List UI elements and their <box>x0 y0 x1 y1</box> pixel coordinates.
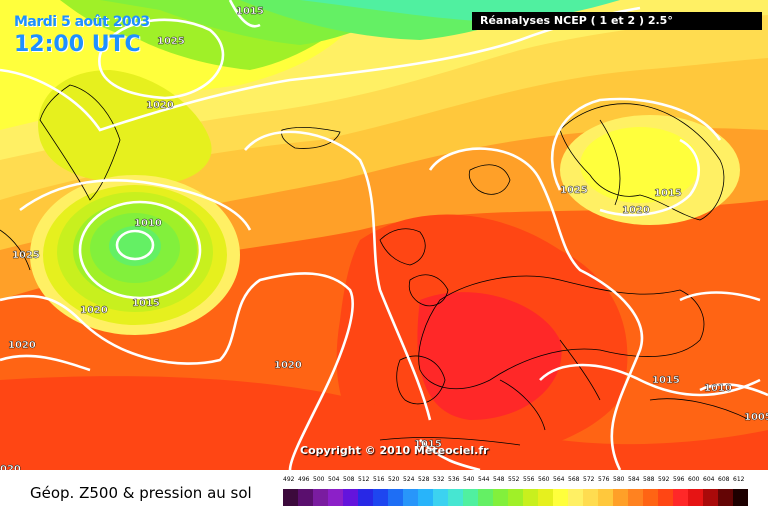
scale-tick-label: 492 <box>283 476 295 483</box>
scale-tick-label: 564 <box>553 476 565 483</box>
isobar-label: 1020 <box>274 360 302 371</box>
scale-tick-label: 576 <box>598 476 610 483</box>
scale-tick-label: 592 <box>658 476 670 483</box>
scale-swatch <box>703 489 718 506</box>
scale-swatch <box>613 489 628 506</box>
scale-swatch <box>463 489 478 506</box>
isobar-lines <box>0 0 768 470</box>
scale-swatch <box>583 489 598 506</box>
isobar-label: 1025 <box>157 36 185 47</box>
isobar-label: 1015 <box>414 439 442 450</box>
scale-swatch <box>328 489 343 506</box>
weather-map: 1015 1025 1020 1010 1015 1020 1025 1020 … <box>0 0 768 470</box>
scale-swatch <box>283 489 298 506</box>
scale-tick-label: 528 <box>418 476 430 483</box>
scale-swatch <box>298 489 313 506</box>
scale-tick-label: 568 <box>568 476 580 483</box>
isobar-label: 1025 <box>560 185 588 196</box>
scale-tick-label: 588 <box>643 476 655 483</box>
scale-swatch <box>373 489 388 506</box>
scale-tick-label: 516 <box>373 476 385 483</box>
scale-tick-label: 508 <box>343 476 355 483</box>
scale-tick-label: 532 <box>433 476 445 483</box>
scale-swatch <box>538 489 553 506</box>
scale-swatches <box>283 489 753 506</box>
scale-tick-label: 580 <box>613 476 625 483</box>
isobar-label: 1020 <box>146 100 174 111</box>
scale-tick-label: 500 <box>313 476 325 483</box>
isobar-label: 1010 <box>704 383 732 394</box>
scale-tick-label: 548 <box>493 476 505 483</box>
scale-ticks: 492 496 500 504 508 512 516 520 524 528 532 536 540 5… <box>283 476 753 486</box>
scale-tick-label: 608 <box>718 476 730 483</box>
scale-tick-label: 596 <box>673 476 685 483</box>
legend-title: Géop. Z500 & pression au sol <box>30 484 252 502</box>
scale-swatch <box>448 489 463 506</box>
date-label: Mardi 5 août 2003 <box>14 14 150 30</box>
scale-tick-label: 552 <box>508 476 520 483</box>
isobar-label: 1015 <box>654 188 682 199</box>
source-label: Réanalyses NCEP ( 1 et 2 ) 2.5° <box>472 12 762 30</box>
scale-swatch <box>658 489 673 506</box>
scale-tick-label: 520 <box>388 476 400 483</box>
scale-swatch <box>433 489 448 506</box>
scale-tick-label: 512 <box>358 476 370 483</box>
isobar-label: 1015 <box>236 6 264 17</box>
scale-tick-label: 572 <box>583 476 595 483</box>
scale-swatch <box>403 489 418 506</box>
scale-swatch <box>733 489 748 506</box>
scale-swatch <box>478 489 493 506</box>
scale-swatch <box>493 489 508 506</box>
geopotential-field: 1015 1025 1020 1010 1015 1020 1025 1020 … <box>0 0 768 470</box>
scale-swatch <box>523 489 538 506</box>
scale-swatch <box>718 489 733 506</box>
scale-swatch <box>643 489 658 506</box>
scale-tick-label: 604 <box>703 476 715 483</box>
scale-swatch <box>508 489 523 506</box>
copyright-label: Copyright © 2010 Meteociel.fr <box>300 444 489 457</box>
scale-swatch <box>688 489 703 506</box>
coastlines <box>0 84 751 446</box>
scale-tick-label: 504 <box>328 476 340 483</box>
isobar-label: 1010 <box>134 218 162 229</box>
scale-tick-label: 612 <box>733 476 745 483</box>
scale-tick-label: 584 <box>628 476 640 483</box>
scale-swatch <box>388 489 403 506</box>
legend-footer: Géop. Z500 & pression au sol 492 496 500 50… <box>0 470 768 512</box>
isobar-label: 1005 <box>744 412 768 423</box>
scale-tick-label: 560 <box>538 476 550 483</box>
scale-tick-label: 540 <box>463 476 475 483</box>
scale-swatch <box>598 489 613 506</box>
scale-tick-label: 544 <box>478 476 490 483</box>
isobar-label: 1015 <box>652 375 680 386</box>
scale-swatch <box>313 489 328 506</box>
scale-swatch <box>568 489 583 506</box>
scale-swatch <box>418 489 433 506</box>
isobar-label: 020 <box>0 464 21 470</box>
scale-tick-label: 556 <box>523 476 535 483</box>
isobar-labels: 1015 1025 1020 1010 1015 1020 1025 1020 … <box>0 6 768 470</box>
scale-tick-label: 496 <box>298 476 310 483</box>
scale-swatch <box>673 489 688 506</box>
scale-swatch <box>358 489 373 506</box>
scale-swatch <box>343 489 358 506</box>
scale-tick-label: 536 <box>448 476 460 483</box>
scale-swatch <box>628 489 643 506</box>
scale-tick-label: 524 <box>403 476 415 483</box>
scale-tick-label: 600 <box>688 476 700 483</box>
time-label: 12:00 UTC <box>14 32 141 57</box>
isobar-label: 1020 <box>80 305 108 316</box>
isobar-label: 1020 <box>622 205 650 216</box>
isobar-label: 1025 <box>12 250 40 261</box>
color-scale: 492 496 500 504 508 512 516 520 524 528 532 536 540 5… <box>283 476 753 510</box>
isobar-label: 1015 <box>132 298 160 309</box>
scale-swatch <box>553 489 568 506</box>
isobar-label: 1020 <box>8 340 36 351</box>
